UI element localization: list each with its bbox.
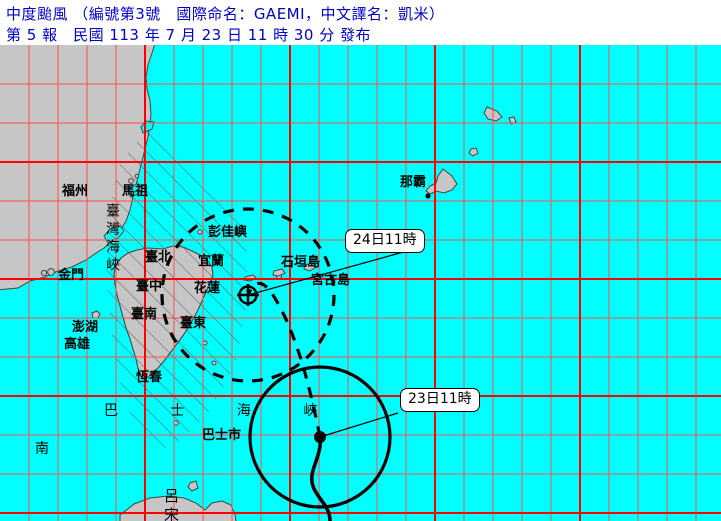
penghu-island	[91, 310, 101, 319]
land-warning-hatched-area	[106, 123, 248, 449]
forecast-label-24h[interactable]: 24日11時	[345, 229, 425, 253]
leader-line-24h	[247, 247, 419, 296]
place-label-kinmen: 金門	[58, 268, 85, 283]
luzon-island-land	[119, 495, 237, 521]
place-label-penghu: 澎湖	[72, 320, 99, 335]
place-label-hualien: 花蓮	[194, 281, 221, 296]
place-label-ishigaki: 石垣島	[281, 255, 321, 270]
sea-label-south-china-sea: 南	[35, 441, 49, 457]
sea-label-bashi-channel: 巴 士 海 峽	[104, 403, 342, 419]
leader-line-23h	[319, 412, 399, 438]
place-label-bashi-city: 巴士市	[202, 428, 242, 443]
naha-city-dot	[425, 193, 431, 199]
forecast-track-dashed	[246, 281, 322, 438]
place-label-taichung: 臺中	[136, 279, 163, 294]
bulletin-issue-line: 第 5 報 民國 113 年 7 月 23 日 11 時 30 分 發布	[6, 26, 371, 44]
ishigaki-island-shape	[272, 268, 286, 277]
place-label-hengchun: 恆春	[136, 370, 163, 385]
forecast-circle-24h	[160, 207, 336, 383]
place-label-naha: 那霸	[400, 175, 427, 190]
past-track-solid	[309, 436, 332, 521]
map-canvas	[0, 45, 721, 521]
current-storm-circle	[248, 365, 392, 509]
miyako-island	[303, 262, 317, 272]
place-label-luzon: 呂宋島	[162, 488, 180, 521]
batan-islet	[187, 480, 199, 492]
place-label-taitung: 臺東	[180, 316, 207, 331]
kinmen-islet-2	[47, 268, 55, 276]
islet-north-2	[508, 116, 517, 125]
place-label-pengjiayu: 彭佳嶼	[208, 225, 248, 240]
bulletin-header: 中度颱風 （編號第3號 國際命名：GAEMI，中文譯名：凱米） 第 5 報 民國…	[0, 0, 721, 45]
place-label-tainan: 臺南	[131, 307, 158, 322]
place-label-fuzhou: 福州	[62, 184, 89, 199]
place-label-miyako: 宮古島	[311, 273, 351, 288]
grid-lines	[0, 45, 721, 521]
typhoon-overlay	[160, 207, 419, 521]
typhoon-map[interactable]: 24日11時 23日11時 福州 馬祖 金門 彭佳嶼 臺北 宜蘭 臺中 花蓮 臺…	[0, 45, 721, 521]
place-label-yilan: 宜蘭	[198, 254, 225, 269]
sea-label-taiwan-strait: 臺灣海峽	[104, 203, 120, 275]
islet-north-1	[468, 147, 479, 157]
okinawa-island	[425, 168, 458, 195]
place-label-taipei: 臺北	[145, 250, 172, 265]
forecast-label-23h[interactable]: 23日11時	[400, 388, 480, 412]
place-label-matsu: 馬祖	[122, 184, 149, 199]
place-label-kaohsiung: 高雄	[64, 337, 91, 352]
kinmen-islet	[40, 269, 48, 277]
bulletin-title-line: 中度颱風 （編號第3號 國際命名：GAEMI，中文譯名：凱米）	[6, 5, 445, 23]
